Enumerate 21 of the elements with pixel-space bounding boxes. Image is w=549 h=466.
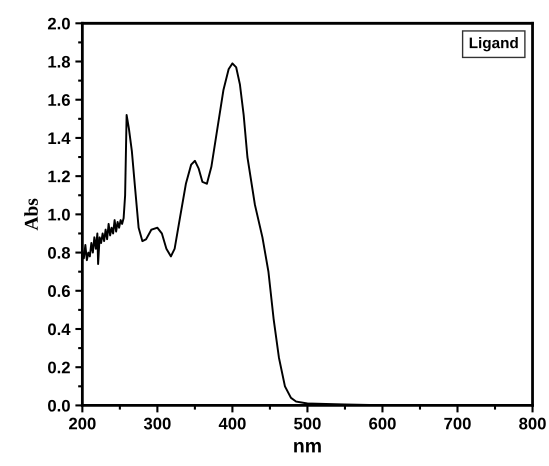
- x-tick-label: 700: [444, 418, 471, 430]
- x-tick-label: 800: [519, 418, 546, 430]
- y-tick-label: 1.0: [48, 208, 70, 221]
- y-axis-title: Abs: [24, 198, 38, 230]
- y-tick-label: 1.8: [48, 56, 70, 68]
- y-tick-label: 1.2: [48, 170, 70, 182]
- y-tick-label: 0.8: [48, 246, 70, 259]
- x-axis-title: nm: [294, 442, 321, 452]
- x-tick-label: 400: [218, 418, 246, 430]
- y-tick-label: 2.0: [48, 18, 70, 30]
- y-tick-label: 0.4: [48, 323, 70, 336]
- x-tick-label: 500: [294, 418, 321, 430]
- x-tick-label: 300: [144, 418, 171, 430]
- y-tick-label: 1.6: [48, 94, 70, 106]
- y-tick-label: 0.6: [48, 285, 70, 297]
- y-tick-label: 1.4: [48, 132, 70, 144]
- y-tick-label: 0.2: [48, 362, 70, 374]
- text: Ligand: [470, 37, 518, 52]
- x-tick-label: 200: [69, 418, 96, 430]
- x-tick-label: 600: [369, 418, 396, 430]
- y-tick-label: 0.0: [48, 400, 70, 412]
